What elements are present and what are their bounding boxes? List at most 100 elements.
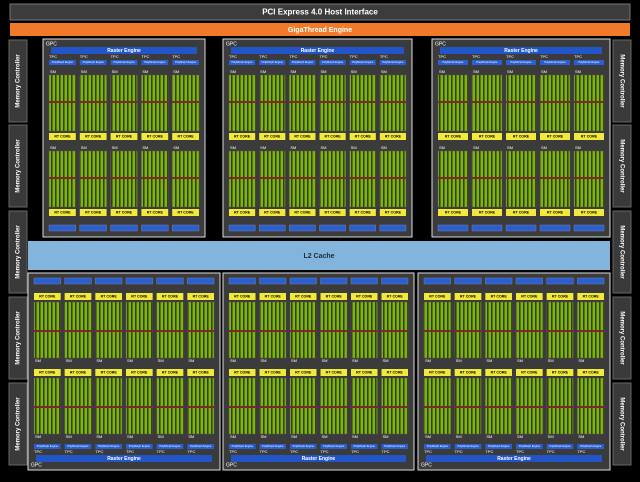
rt-core — [381, 369, 408, 376]
sm-label: SM — [575, 145, 581, 150]
polymorph-engine — [351, 444, 378, 449]
rt-core — [319, 133, 346, 140]
sm-label: SM — [352, 358, 358, 363]
texture-unit-bar — [48, 224, 76, 232]
polymorph-engine — [424, 444, 451, 449]
texture-unit-bar — [381, 277, 409, 285]
texture-unit-bar — [187, 277, 215, 285]
rt-core — [49, 209, 76, 216]
raster-engine-label: Raster Engine — [301, 48, 335, 54]
sm-label: SM — [322, 434, 328, 439]
rt-core — [95, 369, 122, 376]
sm-label: SM — [541, 69, 547, 74]
sm-label: SM — [507, 145, 513, 150]
rt-core-label: RT CORE — [294, 134, 311, 138]
memory-controller — [612, 382, 632, 466]
raster-engine — [51, 47, 197, 54]
rt-core — [259, 133, 286, 140]
sm-label: SM — [50, 69, 56, 74]
register-band — [574, 177, 604, 179]
sm-label: SM — [260, 145, 266, 150]
texture-unit-bar — [289, 224, 316, 232]
register-band — [381, 406, 408, 408]
polymorph-engine — [259, 444, 286, 449]
polymorph-engine — [381, 444, 408, 449]
sm-label: SM — [383, 434, 389, 439]
tpc-label: TPC — [260, 449, 268, 454]
memory-controller — [612, 210, 632, 294]
rt-core — [454, 369, 482, 376]
sm-label: SM — [158, 434, 164, 439]
rt-core — [546, 369, 574, 376]
pci-bar — [9, 3, 631, 21]
rt-core-label: RT CORE — [479, 134, 496, 138]
sm-label: SM — [35, 434, 41, 439]
polymorph-engine-label: PolyMorph Engine — [476, 60, 498, 64]
rt-core — [574, 209, 604, 216]
rt-core-label: RT CORE — [491, 294, 508, 298]
rt-core-label: RT CORE — [429, 370, 446, 374]
polymorph-engine-label: PolyMorph Engine — [293, 444, 315, 448]
texture-unit-bar — [515, 277, 543, 285]
rt-core — [379, 133, 406, 140]
register-band — [172, 177, 199, 179]
register-band — [424, 406, 451, 408]
polymorph-engine — [110, 60, 138, 65]
polymorph-engine-label: PolyMorph Engine — [98, 444, 120, 448]
polymorph-engine — [290, 444, 317, 449]
register-band — [229, 406, 256, 408]
polymorph-engine — [319, 60, 346, 65]
raster-engine-label: Raster Engine — [302, 456, 336, 462]
rt-core — [126, 293, 153, 300]
register-band — [141, 177, 169, 179]
register-band — [438, 177, 468, 179]
register-band — [289, 101, 316, 103]
tpc-label: TPC — [111, 54, 119, 59]
rt-core-label: RT CORE — [178, 134, 195, 138]
memory-controller-label: Memory Controller — [618, 54, 624, 108]
sm-label: SM — [425, 358, 431, 363]
sm-label: SM — [383, 358, 389, 363]
rt-core — [454, 293, 482, 300]
texture-unit-bar — [423, 277, 451, 285]
rt-core-label: RT CORE — [460, 294, 477, 298]
register-band — [110, 101, 138, 103]
tpc-label: TPC — [424, 449, 432, 454]
register-band — [516, 330, 543, 332]
rt-core — [506, 133, 536, 140]
gpc-label: GPC — [31, 462, 42, 468]
rt-core — [320, 369, 347, 376]
rt-core-label: RT CORE — [234, 210, 251, 214]
polymorph-engine-label: PolyMorph Engine — [67, 444, 89, 448]
texture-unit-bar — [228, 277, 256, 285]
register-band — [259, 406, 286, 408]
rt-core — [79, 133, 107, 140]
tpc-label: TPC — [380, 54, 388, 59]
sm-label: SM — [173, 145, 179, 150]
rt-core-label: RT CORE — [552, 370, 569, 374]
register-band — [64, 330, 92, 332]
gpc-label: GPC — [46, 41, 57, 47]
polymorph-engine-label: PolyMorph Engine — [384, 444, 406, 448]
rt-core — [49, 133, 76, 140]
memory-controller-label: Memory Controller — [16, 397, 22, 451]
memory-controller — [612, 39, 632, 123]
tpc-label: TPC — [574, 54, 582, 59]
polymorph-engine-label: PolyMorph Engine — [354, 444, 376, 448]
tpc-label: TPC — [141, 54, 149, 59]
memory-controller — [8, 210, 28, 294]
rt-core-label: RT CORE — [356, 294, 373, 298]
sm-label: SM — [142, 145, 148, 150]
rt-core — [95, 293, 122, 300]
register-band — [95, 330, 122, 332]
rt-core-label: RT CORE — [356, 370, 373, 374]
register-band — [290, 330, 317, 332]
polymorph-engine — [172, 60, 199, 65]
polymorph-engine — [349, 60, 376, 65]
sm-label: SM — [473, 145, 479, 150]
tpc-label: TPC — [229, 449, 237, 454]
polymorph-engine-label: PolyMorph Engine — [83, 60, 105, 64]
rt-core — [485, 369, 512, 376]
rt-core-label: RT CORE — [234, 370, 251, 374]
polymorph-engine-label: PolyMorph Engine — [442, 60, 464, 64]
